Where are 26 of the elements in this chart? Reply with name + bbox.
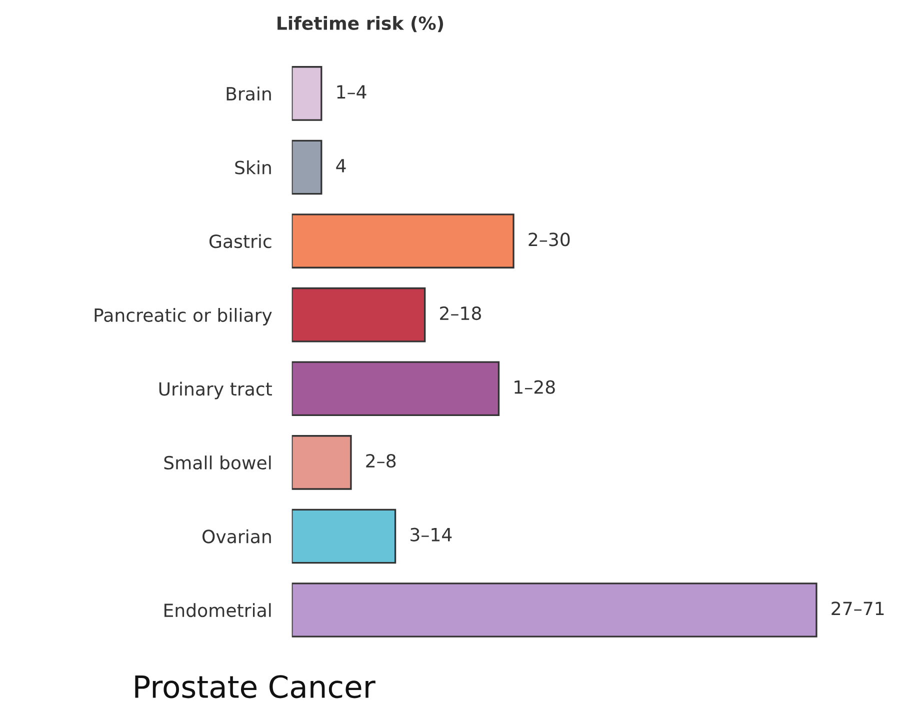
y-tick-label: Pancreatic or biliary [94, 308, 272, 326]
y-tick-label: Brain [226, 86, 271, 101]
data-label: 2–30 [528, 232, 570, 246]
chart-title: Lifetime risk (%) [278, 16, 444, 32]
bar [292, 435, 352, 490]
y-tick-label: Urinary tract [159, 382, 272, 400]
data-label: 27–71 [832, 602, 884, 615]
bar [292, 214, 514, 268]
y-tick-label: Gastric [210, 234, 272, 248]
data-label: 1–4 [337, 85, 366, 98]
data-label: 1–28 [514, 380, 555, 394]
y-tick-label: Skin [235, 160, 271, 174]
bar [292, 66, 322, 121]
bar [292, 140, 322, 195]
data-label: 2–8 [366, 454, 396, 468]
data-label: 4 [336, 159, 346, 172]
data-label: 2–18 [440, 306, 481, 320]
y-tick-label: Endometrial [164, 603, 271, 618]
text: Prostate Cancer [135, 675, 376, 698]
bar [292, 287, 426, 342]
y-tick-label: Small bowel [164, 456, 271, 470]
y-tick-label: Ovarian [202, 529, 271, 544]
bar [292, 582, 818, 638]
bar [292, 361, 500, 416]
bar [292, 508, 396, 564]
data-label: 3–14 [410, 528, 452, 542]
